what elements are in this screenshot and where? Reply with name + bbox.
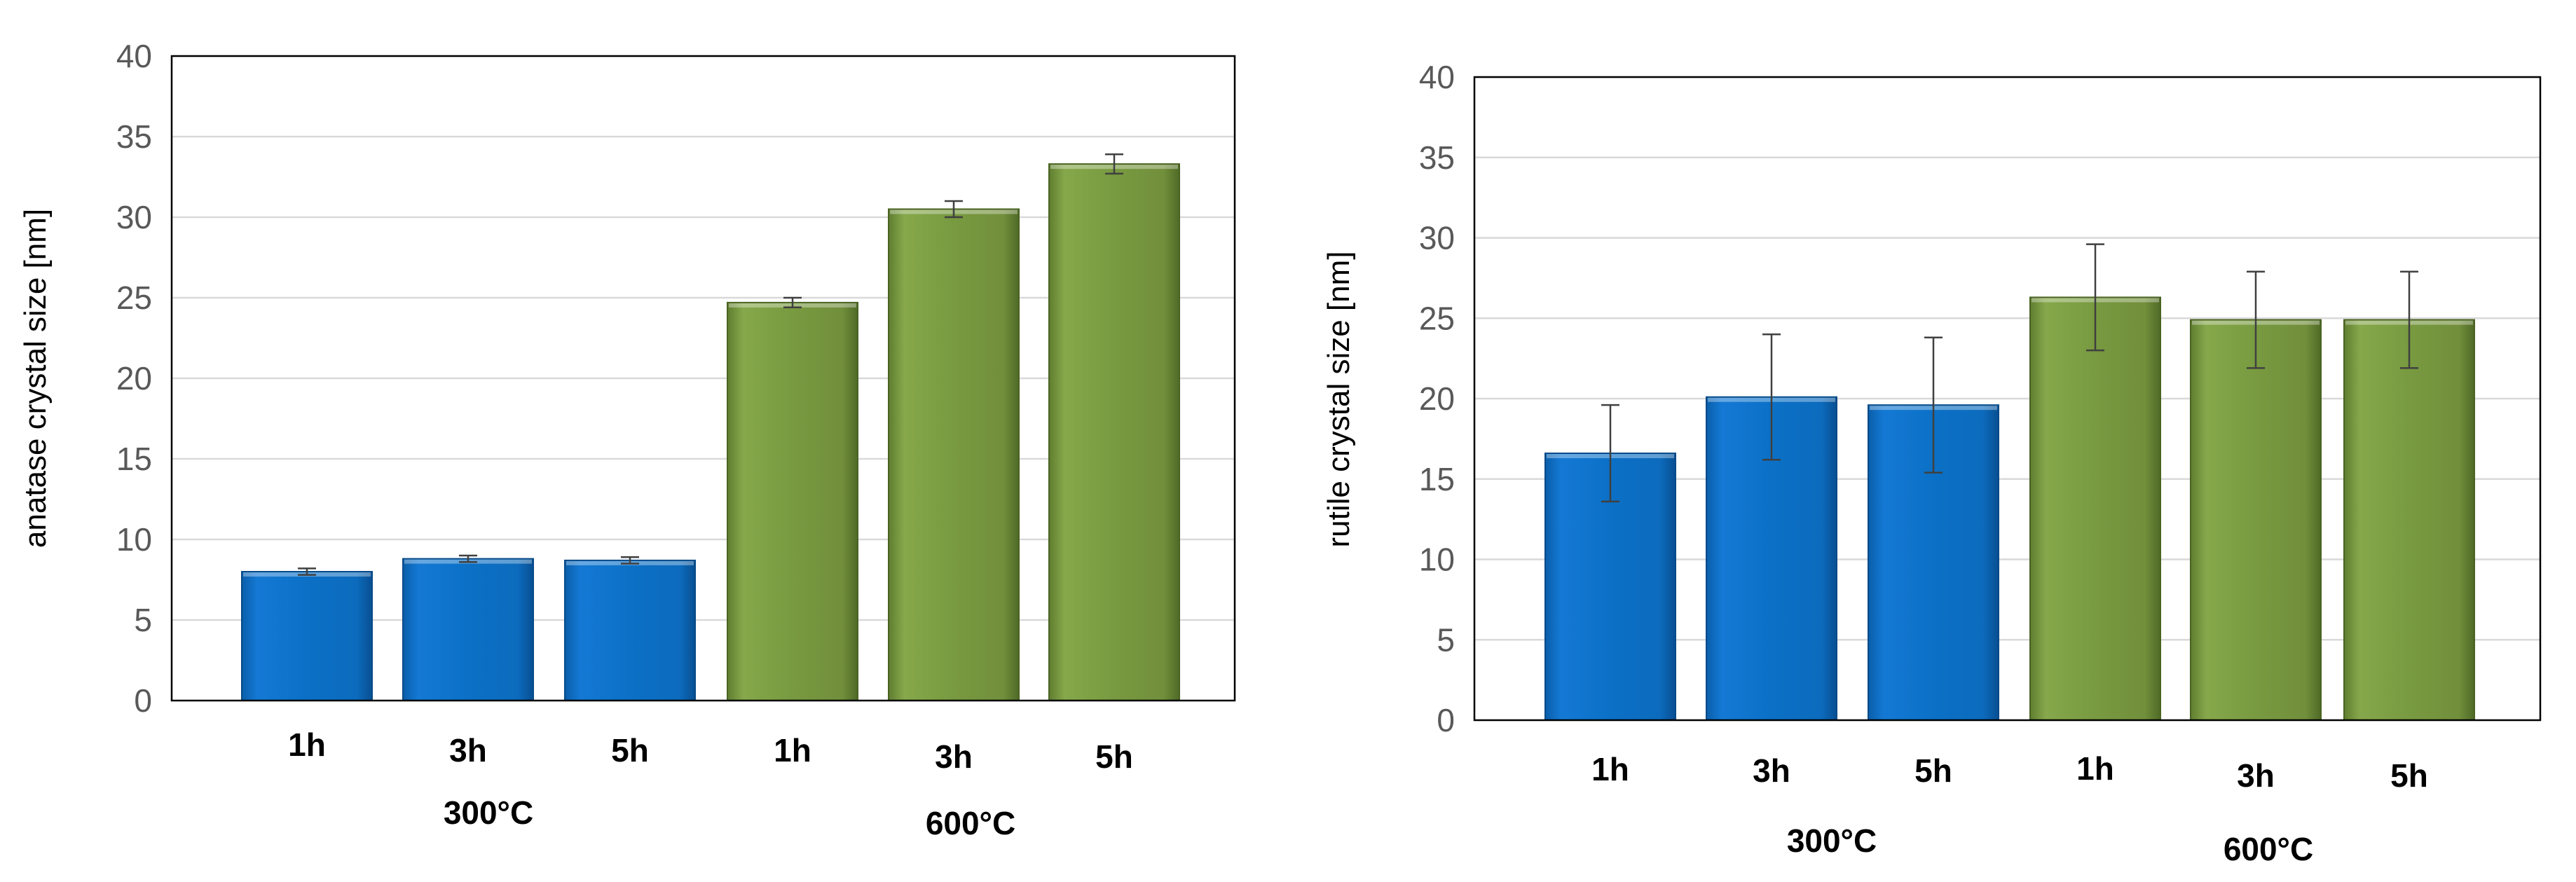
x-category-label: 3h bbox=[935, 738, 973, 775]
group-label: 600°C bbox=[926, 805, 1015, 841]
error-bar bbox=[2086, 243, 2104, 352]
group-labels: 300°C 600°C bbox=[1787, 822, 2313, 867]
group-label: 300°C bbox=[444, 794, 533, 831]
y-tick-label: 15 bbox=[116, 441, 152, 477]
bar bbox=[2190, 319, 2322, 722]
bar bbox=[888, 208, 1020, 701]
y-tick-label: 5 bbox=[134, 602, 152, 638]
chart-rutile: 0 5 10 15 20 25 30 35 40 1h 3h 5h 1h 3h 5h 300°C 600°… bbox=[1322, 59, 2542, 867]
x-category-label: 5h bbox=[2390, 757, 2428, 794]
plot-area-frame bbox=[170, 55, 1236, 702]
y-tick-label: 35 bbox=[116, 118, 152, 155]
x-category-label: 5h bbox=[1914, 752, 1952, 789]
x-category-label: 3h bbox=[1753, 752, 1790, 789]
y-tick-label: 0 bbox=[134, 682, 152, 719]
y-tick-labels: 0 5 10 15 20 25 30 35 40 bbox=[116, 38, 152, 719]
y-tick-label: 40 bbox=[116, 38, 152, 74]
x-category-label: 3h bbox=[2237, 757, 2275, 794]
bar bbox=[564, 559, 696, 702]
error-bars bbox=[1601, 243, 2418, 503]
y-axis-title: anatase crystal size [nm] bbox=[18, 209, 53, 548]
error-bar bbox=[621, 556, 639, 565]
y-axis-title: rutile crystal size [nm] bbox=[1322, 251, 1356, 548]
y-tick-label: 30 bbox=[1419, 220, 1455, 256]
error-bar bbox=[1762, 333, 1781, 461]
error-bar bbox=[459, 554, 477, 563]
y-tick-label: 15 bbox=[1419, 461, 1455, 497]
plot-area-frame bbox=[1473, 76, 2542, 722]
y-tick-label: 20 bbox=[1419, 380, 1455, 417]
chart-anatase: 0 5 10 15 20 25 30 35 40 1h 3h 5h 1h 3h 5h 300°C 600°… bbox=[18, 38, 1236, 841]
bar bbox=[727, 301, 858, 701]
error-bar bbox=[1924, 336, 1943, 474]
y-tick-label: 40 bbox=[1419, 59, 1455, 95]
error-bar bbox=[298, 567, 316, 576]
y-tick-label: 25 bbox=[116, 280, 152, 316]
x-category-label: 1h bbox=[774, 732, 811, 769]
error-bars bbox=[298, 153, 1123, 576]
group-label: 600°C bbox=[2224, 831, 2313, 867]
error-bar bbox=[2400, 270, 2418, 369]
error-bar bbox=[783, 296, 802, 309]
y-tick-labels: 0 5 10 15 20 25 30 35 40 bbox=[1419, 59, 1455, 738]
x-category-label: 1h bbox=[288, 726, 326, 763]
error-bar bbox=[2247, 270, 2265, 369]
bar bbox=[402, 558, 534, 701]
x-category-labels: 1h 3h 5h 1h 3h 5h bbox=[288, 726, 1133, 775]
y-tick-label: 10 bbox=[116, 521, 152, 558]
group-labels: 300°C 600°C bbox=[444, 794, 1015, 841]
error-bar bbox=[945, 200, 963, 219]
bar bbox=[241, 571, 373, 701]
y-tick-label: 5 bbox=[1437, 621, 1455, 658]
bar bbox=[2343, 319, 2475, 722]
y-tick-label: 35 bbox=[1419, 139, 1455, 176]
group-label: 300°C bbox=[1787, 822, 1877, 859]
bars bbox=[1544, 296, 2475, 722]
x-category-label: 1h bbox=[1591, 751, 1629, 787]
error-bar bbox=[1105, 153, 1123, 175]
y-tick-label: 10 bbox=[1419, 542, 1455, 578]
error-bar bbox=[1601, 404, 1619, 503]
gridlines bbox=[172, 55, 1235, 621]
x-category-label: 3h bbox=[449, 732, 487, 769]
bar bbox=[2029, 296, 2161, 722]
y-tick-label: 25 bbox=[1419, 300, 1455, 336]
y-tick-label: 0 bbox=[1437, 702, 1455, 738]
y-tick-label: 30 bbox=[116, 199, 152, 235]
bar bbox=[1048, 163, 1180, 702]
x-category-label: 5h bbox=[611, 732, 649, 769]
x-category-label: 5h bbox=[1095, 738, 1133, 775]
y-tick-label: 20 bbox=[116, 360, 152, 397]
x-category-label: 1h bbox=[2076, 750, 2114, 787]
x-category-labels: 1h 3h 5h 1h 3h 5h bbox=[1591, 750, 2428, 794]
